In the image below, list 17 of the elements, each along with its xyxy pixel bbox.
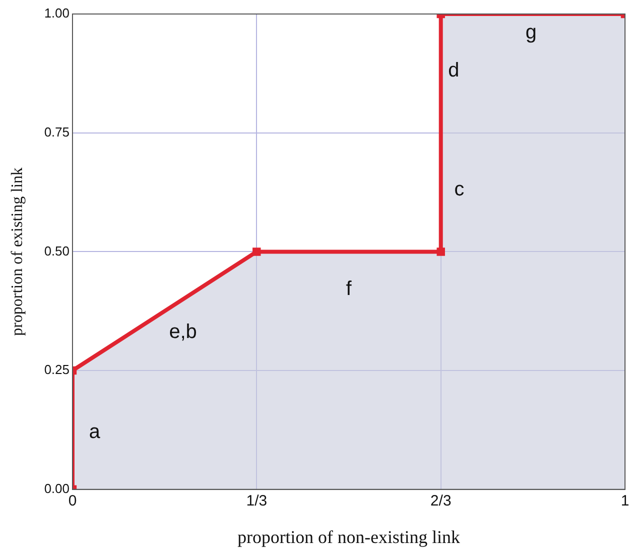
x-tick-label: 0 <box>68 492 77 510</box>
x-axis-title: proportion of non-existing link <box>238 526 460 547</box>
y-tick-label: 0.25 <box>44 362 70 378</box>
x-tick-label: 1 <box>620 492 630 510</box>
annotation: f <box>346 278 352 300</box>
y-tick-label: 0.00 <box>44 480 70 496</box>
y-tick-label: 0.50 <box>44 243 70 258</box>
x-tick-label: 1/3 <box>246 492 268 510</box>
y-tick-label: 1.00 <box>44 6 70 21</box>
y-tick-label: 0.75 <box>44 124 70 140</box>
y-axis-title: proportion of existing link <box>8 167 26 336</box>
annotation: g <box>526 22 537 44</box>
annotation: a <box>89 420 102 443</box>
annotation: e,b <box>169 321 197 344</box>
x-tick-label: 2/3 <box>430 492 452 510</box>
annotation: d <box>448 60 460 82</box>
annotation: c <box>454 178 464 200</box>
